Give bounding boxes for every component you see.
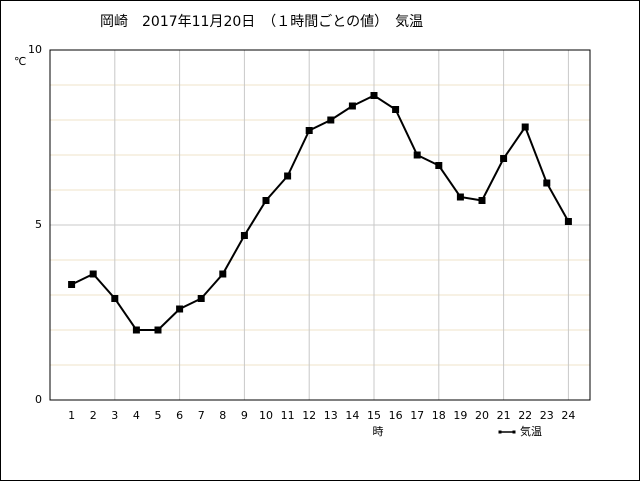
x-tick-label: 6 [176, 409, 183, 422]
x-tick-label: 24 [561, 409, 575, 422]
point [543, 179, 551, 187]
point [284, 172, 292, 180]
point [435, 162, 443, 169]
x-tick-label: 10 [259, 409, 273, 422]
x-tick-label: 7 [198, 409, 205, 422]
legend-marker [512, 430, 516, 434]
x-tick-label: 18 [432, 409, 446, 422]
point [154, 326, 162, 334]
x-tick-label: 2 [90, 409, 97, 422]
x-tick-label: 13 [324, 409, 338, 422]
x-tick-label: 3 [111, 409, 118, 422]
x-tick-label: 4 [133, 409, 140, 422]
x-tick-label: 15 [367, 409, 381, 422]
x-tick-label: 11 [281, 409, 295, 422]
point [68, 281, 76, 288]
point [132, 326, 140, 334]
x-tick-label: 19 [453, 409, 467, 422]
x-tick-label: 9 [241, 409, 248, 422]
point [392, 106, 400, 113]
line [71, 94, 570, 331]
point [197, 295, 205, 302]
point [262, 197, 270, 204]
y-axis-label: ℃ [14, 55, 26, 68]
point [500, 155, 508, 162]
point [219, 270, 227, 278]
point [521, 123, 529, 131]
point [564, 218, 572, 225]
y-tick-label: 10 [28, 43, 42, 56]
x-tick-label: 22 [518, 409, 532, 422]
y-tick-label: 0 [35, 393, 42, 406]
x-tick-label: 16 [389, 409, 403, 422]
point [370, 92, 378, 99]
legend-marker [498, 430, 502, 434]
x-tick-label: 21 [497, 409, 511, 422]
x-tick-label: 1 [68, 409, 75, 422]
point [176, 305, 184, 313]
y-tick-label: 5 [35, 218, 42, 231]
point [111, 295, 119, 302]
plot-area [49, 49, 591, 401]
x-tick-label: 17 [410, 409, 424, 422]
x-axis-label: 時 [373, 425, 384, 438]
x-tick-label: 14 [345, 409, 359, 422]
point [240, 232, 248, 239]
point [89, 270, 97, 278]
point [327, 116, 335, 124]
point [348, 102, 356, 110]
point [413, 151, 421, 159]
x-tick-label: 20 [475, 409, 489, 422]
point [305, 127, 313, 134]
point [478, 197, 486, 204]
x-tick-label: 8 [219, 409, 226, 422]
point [456, 193, 464, 201]
chart-title: 岡崎 2017年11月20日 （１時間ごとの値） 気温 [100, 14, 423, 30]
x-tick-label: 12 [302, 409, 316, 422]
x-tick-label: 5 [155, 409, 162, 422]
x-tick-label: 23 [540, 409, 554, 422]
legend-label: 気温 [520, 424, 542, 438]
